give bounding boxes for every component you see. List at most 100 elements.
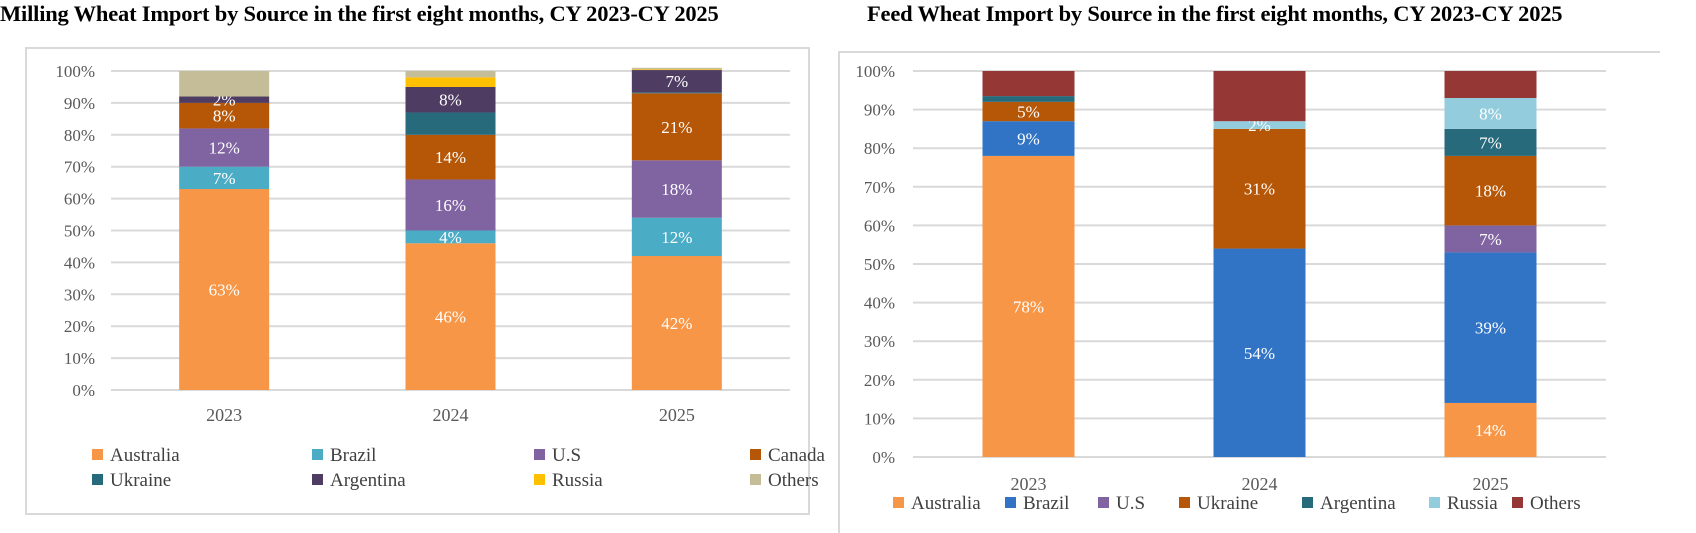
milling-xtick-label: 2024 xyxy=(433,405,469,425)
feed-ytick-label: 30% xyxy=(864,332,895,351)
milling-legend-label: Others xyxy=(768,470,819,491)
feed-data-label: 18% xyxy=(1475,182,1506,201)
milling-bar-argentina-2025 xyxy=(631,70,722,93)
feed-legend-swatch xyxy=(1005,497,1016,508)
milling-data-label: 8% xyxy=(213,107,236,126)
feed-xtick-label: 2023 xyxy=(1011,474,1047,494)
milling-ytick-label: 40% xyxy=(64,253,95,272)
feed-bar-argentina-2025 xyxy=(1444,128,1537,156)
feed-data-label: 9% xyxy=(1017,130,1040,149)
milling-data-label: 46% xyxy=(435,308,466,327)
milling-ytick-label: 60% xyxy=(64,190,95,209)
milling-legend-label: Brazil xyxy=(330,445,376,466)
milling-data-label: 21% xyxy=(661,118,692,137)
feed-bar-others-2025 xyxy=(1444,71,1537,99)
feed-bar-us-2025 xyxy=(1444,225,1537,253)
feed-legend-swatch xyxy=(1302,497,1313,508)
milling-data-label: 8% xyxy=(439,91,462,110)
milling-legend-swatch xyxy=(312,474,323,485)
milling-chart: 0% 10% 20% 30% 40% 50% 60% 70% 80% 90% 100% 63% 7% 12… xyxy=(55,62,825,491)
feed-ytick-label: 60% xyxy=(864,216,895,235)
feed-legend-swatch xyxy=(1429,497,1440,508)
charts-canvas: 0% 10% 20% 30% 40% 50% 60% 70% 80% 90% 100% 63% 7% 12… xyxy=(55,62,1606,514)
feed-legend-item: Australia xyxy=(893,493,981,514)
milling-legend-item: Australia xyxy=(92,445,180,466)
milling-bar-russia-2025 xyxy=(631,69,722,71)
milling-ytick-label: 0% xyxy=(72,381,95,400)
feed-ytick-label: 0% xyxy=(872,448,895,467)
milling-legend-item: U.S xyxy=(534,445,581,466)
feed-bar-brazil-2024 xyxy=(1213,248,1306,457)
feed-bar-argentina-2023 xyxy=(982,96,1075,102)
feed-legend-item: Argentina xyxy=(1302,493,1396,514)
feed-bar-others-2023 xyxy=(982,71,1075,97)
milling-legend-label: Australia xyxy=(110,445,180,466)
feed-legend-item: U.S xyxy=(1098,493,1145,514)
milling-data-label: 12% xyxy=(661,228,692,247)
milling-bar-canada-2025 xyxy=(631,93,722,161)
feed-chart-title: Feed Wheat Import by Source in the first… xyxy=(867,1,1563,26)
milling-bar-russia-2024 xyxy=(405,77,496,87)
feed-bar-ukraine-2024 xyxy=(1213,128,1306,249)
feed-ytick-label: 20% xyxy=(864,371,895,390)
feed-legend-swatch xyxy=(1098,497,1109,508)
milling-legend-label: Ukraine xyxy=(110,470,171,491)
milling-bar-australia-2025 xyxy=(631,256,722,390)
feed-ytick-label: 100% xyxy=(855,62,895,81)
milling-legend: Australia Brazil U.S Canada Ukraine Argentina… xyxy=(92,445,826,491)
milling-legend-swatch xyxy=(534,449,545,460)
milling-legend-label: Russia xyxy=(552,470,603,491)
milling-legend-item: Ukraine xyxy=(92,470,171,491)
milling-bar-ukraine-2024 xyxy=(405,112,496,135)
milling-bar-brazil-2023 xyxy=(179,166,270,190)
milling-ytick-label: 20% xyxy=(64,317,95,336)
feed-ytick-label: 80% xyxy=(864,139,895,158)
milling-data-label: 12% xyxy=(209,139,240,158)
feed-data-label: 14% xyxy=(1475,421,1506,440)
milling-bar-argentina-2024 xyxy=(405,86,496,113)
milling-bar-argentina-2023 xyxy=(179,96,270,103)
feed-bar-ukraine-2025 xyxy=(1444,155,1537,226)
feed-ytick-label: 90% xyxy=(864,101,895,120)
milling-xtick-label: 2025 xyxy=(659,405,695,425)
feed-legend-swatch xyxy=(1512,497,1523,508)
milling-ytick-label: 10% xyxy=(64,349,95,368)
feed-legend-label: Australia xyxy=(911,493,981,514)
feed-legend-item: Ukraine xyxy=(1179,493,1258,514)
milling-bar-others-2023 xyxy=(179,71,270,97)
milling-legend-label: Argentina xyxy=(330,470,406,491)
milling-data-label: 63% xyxy=(209,281,240,300)
milling-data-label: 42% xyxy=(661,314,692,333)
milling-ytick-label: 80% xyxy=(64,126,95,145)
milling-legend-item: Canada xyxy=(750,445,826,466)
milling-legend-swatch xyxy=(92,474,103,485)
milling-data-label: 18% xyxy=(661,180,692,199)
milling-data-label: 16% xyxy=(435,196,466,215)
milling-legend-swatch xyxy=(750,449,761,460)
feed-legend-label: U.S xyxy=(1116,493,1145,514)
milling-ytick-label: 70% xyxy=(64,158,95,177)
feed-bar-brazil-2025 xyxy=(1444,252,1537,403)
feed-legend-item: Brazil xyxy=(1005,493,1069,514)
milling-legend-swatch xyxy=(534,474,545,485)
feed-legend: Australia Brazil U.S Ukraine Argentina Russia… xyxy=(893,493,1581,514)
feed-legend-swatch xyxy=(893,497,904,508)
feed-data-label: 7% xyxy=(1479,230,1502,249)
feed-ytick-label: 70% xyxy=(864,178,895,197)
milling-legend-item: Russia xyxy=(534,470,603,491)
milling-data-label: 14% xyxy=(435,148,466,167)
feed-bar-others-2024 xyxy=(1213,71,1306,122)
milling-data-label: 4% xyxy=(439,228,462,247)
feed-ytick-label: 10% xyxy=(864,409,895,428)
milling-ytick-label: 50% xyxy=(64,222,95,241)
feed-ytick-label: 40% xyxy=(864,294,895,313)
feed-bar-ukraine-2023 xyxy=(982,101,1075,122)
feed-legend-label: Brazil xyxy=(1023,493,1069,514)
feed-bar-australia-2023 xyxy=(982,155,1075,458)
milling-legend-swatch xyxy=(92,449,103,460)
feed-legend-swatch xyxy=(1179,497,1190,508)
feed-bar-russia-2025 xyxy=(1444,98,1537,129)
milling-legend-item: Argentina xyxy=(312,470,406,491)
milling-ytick-label: 100% xyxy=(55,62,95,81)
milling-legend-swatch xyxy=(750,474,761,485)
